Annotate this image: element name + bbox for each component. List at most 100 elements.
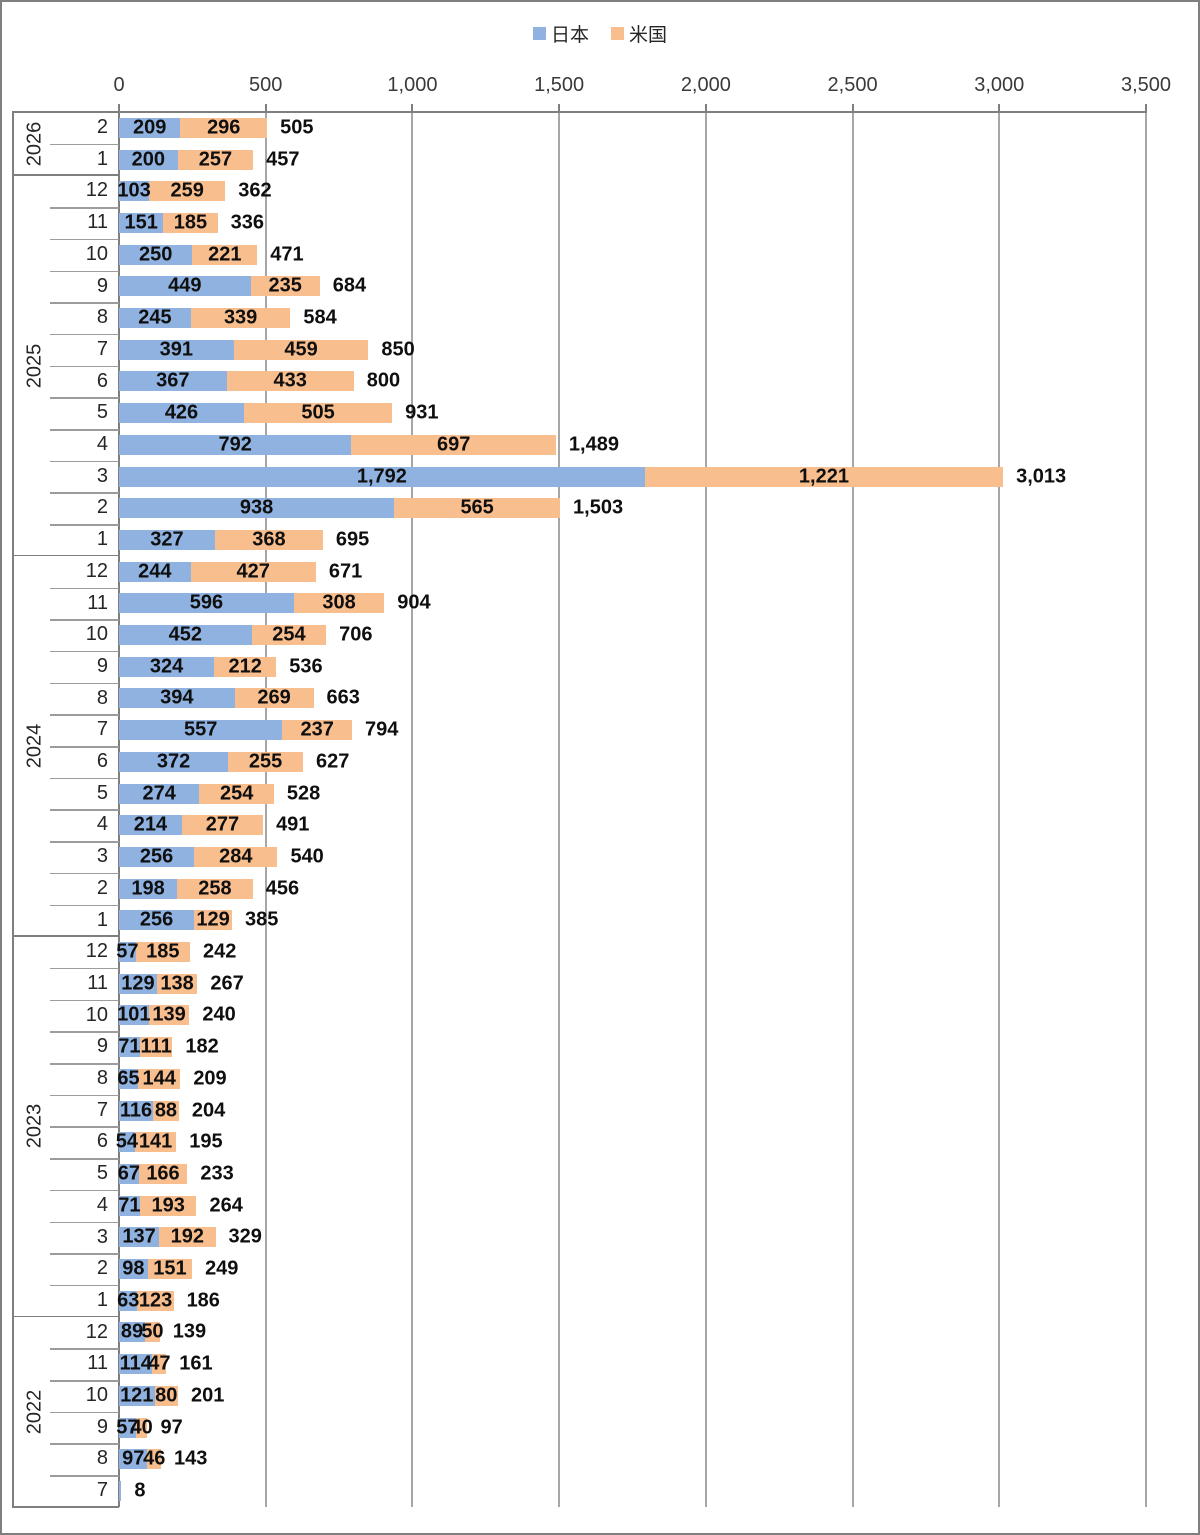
bar-segment-us — [293, 593, 385, 614]
month-label: 12 — [85, 940, 108, 963]
us-value-label: 185 — [173, 211, 208, 234]
bar-segment-japan — [119, 1195, 140, 1216]
total-value-label: 336 — [230, 211, 264, 234]
month-label: 10 — [85, 623, 108, 646]
total-value-label: 362 — [238, 179, 272, 202]
bar-segment-us — [251, 625, 327, 646]
bar-segment-japan — [119, 117, 181, 138]
month-label: 5 — [96, 781, 108, 804]
month-separator — [50, 999, 119, 1002]
axis-tick — [558, 104, 561, 112]
bar-segment-us — [214, 529, 323, 550]
total-value-label: 528 — [286, 782, 321, 805]
bar-segment-japan — [119, 498, 395, 519]
total-value-label: 794 — [364, 718, 399, 741]
japan-value-label: 250 — [138, 243, 173, 266]
month-separator — [50, 397, 119, 399]
total-value-label: 540 — [290, 845, 324, 868]
gridline — [264, 112, 267, 1507]
bar-segment-japan — [119, 815, 182, 836]
month-separator — [50, 1284, 119, 1287]
bar-segment-us — [147, 1259, 193, 1280]
year-label: 2023 — [23, 1104, 46, 1149]
total-value-label: 456 — [265, 877, 300, 900]
total-value-label: 471 — [270, 243, 304, 266]
japan-value-label: 245 — [138, 306, 172, 329]
month-separator — [50, 143, 119, 146]
japan-value-label: 67 — [117, 1162, 140, 1185]
month-label: 11 — [87, 971, 108, 994]
bar-segment-us — [152, 1354, 167, 1375]
japan-value-label: 391 — [159, 338, 194, 361]
month-label: 5 — [96, 401, 108, 424]
us-value-label: 1,221 — [798, 465, 849, 488]
us-value-label: 505 — [301, 401, 335, 424]
bar-segment-japan — [119, 1227, 160, 1248]
japan-value-label: 274 — [142, 782, 176, 805]
bar-segment-japan — [119, 529, 215, 550]
legend-label-japan: 日本 — [550, 24, 589, 46]
japan-value-label: 65 — [117, 1067, 140, 1090]
us-value-label: 123 — [138, 1289, 173, 1312]
x-axis-label: 3,500 — [1120, 74, 1172, 96]
us-value-label: 565 — [460, 496, 494, 519]
japan-value-label: 97 — [122, 1447, 145, 1470]
month-separator — [50, 746, 119, 748]
month-label: 8 — [96, 1447, 108, 1470]
japan-value-label: 214 — [133, 813, 168, 836]
gridline — [1145, 112, 1147, 1507]
bar-segment-us — [190, 308, 291, 329]
bar-segment-japan — [119, 688, 235, 709]
bar-segment-us — [137, 1290, 174, 1311]
month-separator — [50, 714, 119, 716]
axis-tick — [264, 104, 267, 112]
japan-value-label: 71 — [118, 1194, 141, 1217]
month-label: 2 — [96, 496, 108, 519]
total-value-label: 139 — [172, 1320, 207, 1343]
month-label: 7 — [96, 337, 108, 360]
bar-segment-japan — [119, 1005, 149, 1026]
japan-value-label: 327 — [150, 528, 184, 551]
japan-value-label: 198 — [131, 877, 165, 900]
japan-value-label: 63 — [117, 1289, 140, 1312]
gridline — [851, 112, 854, 1507]
japan-value-label: 449 — [168, 274, 202, 297]
month-separator — [50, 333, 119, 336]
bar-segment-japan — [119, 1449, 148, 1470]
bar-segment-us — [149, 181, 226, 202]
bar-segment-us — [233, 339, 369, 360]
bar-segment-us — [192, 244, 258, 265]
bar-segment-japan — [119, 1259, 148, 1280]
month-label: 8 — [96, 306, 108, 329]
us-value-label: 144 — [142, 1067, 176, 1090]
us-value-label: 138 — [160, 972, 194, 995]
bar-segment-us — [147, 1449, 161, 1470]
month-label: 1 — [96, 528, 108, 551]
legend-swatch-us-icon — [611, 26, 624, 40]
month-label: 7 — [96, 1098, 108, 1121]
month-separator — [50, 1221, 119, 1223]
month-label: 11 — [87, 591, 108, 614]
bar-segment-us — [234, 688, 314, 709]
bar-segment-japan — [119, 1100, 154, 1121]
japan-value-label: 98 — [122, 1257, 145, 1280]
month-separator — [50, 429, 119, 431]
total-value-label: 457 — [266, 148, 300, 171]
month-separator — [50, 650, 119, 653]
us-value-label: 254 — [272, 623, 306, 646]
total-value-label: 204 — [191, 1099, 226, 1122]
month-label: 2 — [96, 1257, 108, 1280]
japan-value-label: 938 — [239, 496, 274, 519]
year-separator — [12, 174, 119, 176]
bar-segment-japan — [119, 149, 178, 170]
total-value-label: 264 — [209, 1194, 243, 1217]
month-label: 12 — [85, 559, 108, 582]
total-value-label: 385 — [244, 908, 279, 931]
total-value-label: 800 — [366, 369, 401, 392]
legend-label-us: 米国 — [629, 24, 668, 46]
gridline — [411, 112, 414, 1507]
month-label: 10 — [85, 1384, 108, 1406]
us-value-label: 259 — [170, 179, 204, 202]
japan-value-label: 244 — [138, 560, 172, 583]
legend-item-us: 米国 — [611, 20, 667, 47]
